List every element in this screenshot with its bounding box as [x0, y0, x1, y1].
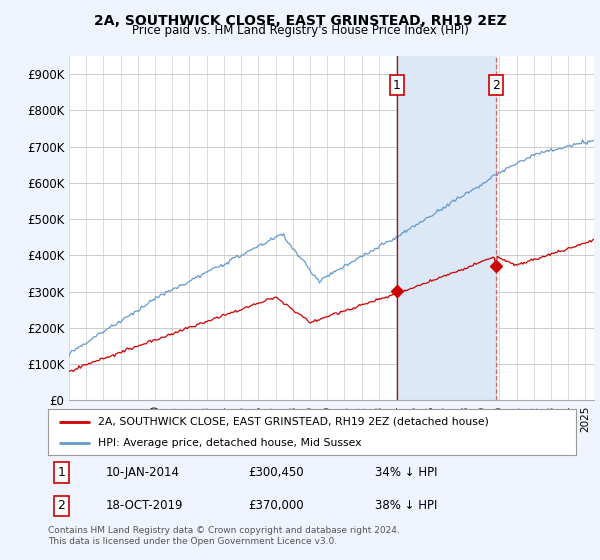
Text: 18-OCT-2019: 18-OCT-2019 — [106, 500, 184, 512]
Bar — [397, 56, 496, 400]
Text: 2: 2 — [57, 500, 65, 512]
Text: Contains HM Land Registry data © Crown copyright and database right 2024.
This d: Contains HM Land Registry data © Crown c… — [48, 526, 400, 546]
Text: 34% ↓ HPI: 34% ↓ HPI — [376, 466, 438, 479]
Text: 2A, SOUTHWICK CLOSE, EAST GRINSTEAD, RH19 2EZ: 2A, SOUTHWICK CLOSE, EAST GRINSTEAD, RH1… — [94, 14, 506, 28]
Text: £300,450: £300,450 — [248, 466, 304, 479]
Text: £370,000: £370,000 — [248, 500, 304, 512]
Text: 10-JAN-2014: 10-JAN-2014 — [106, 466, 180, 479]
Text: HPI: Average price, detached house, Mid Sussex: HPI: Average price, detached house, Mid … — [98, 438, 362, 448]
Text: 2A, SOUTHWICK CLOSE, EAST GRINSTEAD, RH19 2EZ (detached house): 2A, SOUTHWICK CLOSE, EAST GRINSTEAD, RH1… — [98, 417, 489, 427]
Text: 1: 1 — [393, 78, 401, 91]
Text: Price paid vs. HM Land Registry's House Price Index (HPI): Price paid vs. HM Land Registry's House … — [131, 24, 469, 37]
Text: 38% ↓ HPI: 38% ↓ HPI — [376, 500, 438, 512]
Text: 2: 2 — [492, 78, 500, 91]
Text: 1: 1 — [57, 466, 65, 479]
